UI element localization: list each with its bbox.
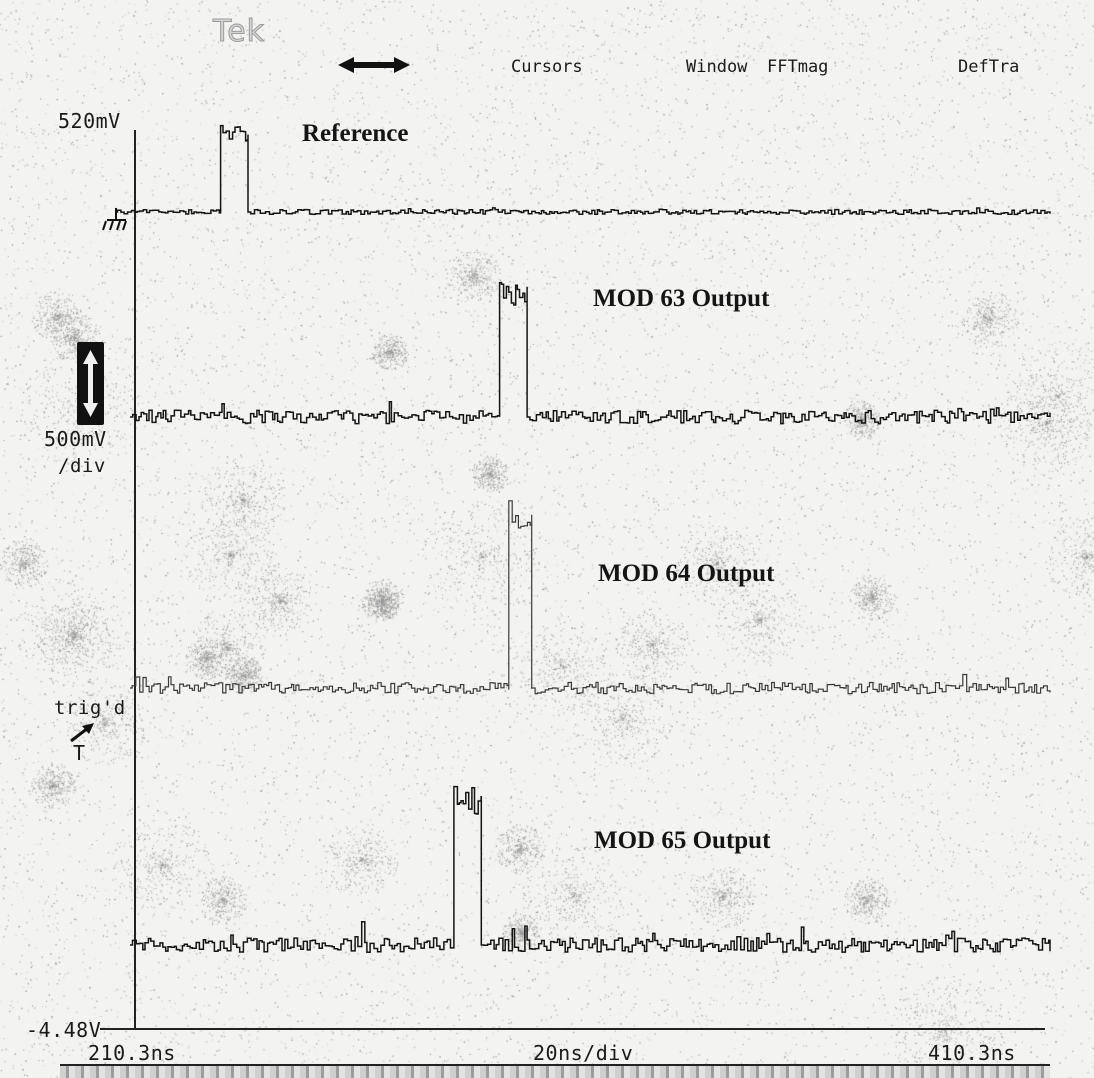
time-start-readout: 210.3ns (88, 1041, 176, 1065)
trace-mod65-output (130, 785, 1051, 953)
ground-symbol-icon (102, 208, 127, 231)
menu-cursors[interactable]: Cursors (511, 57, 583, 77)
softkey-strip (60, 1064, 1050, 1078)
scale-unit-readout: /div (58, 455, 106, 477)
trigger-status-readout: trig'd (54, 697, 126, 719)
bottom-voltage-readout: -4.48V (26, 1018, 102, 1042)
vertical-scale-button[interactable] (77, 342, 104, 425)
top-voltage-readout: 520mV (58, 109, 121, 133)
menu-window[interactable]: Window (686, 57, 748, 77)
time-per-div-readout: 20ns/div (533, 1041, 634, 1065)
trigger-marker: T (73, 741, 86, 765)
scale-value-readout: 500mV (44, 427, 107, 451)
time-end-readout: 410.3ns (928, 1041, 1016, 1065)
label-mod63-output: MOD 63 Output (593, 285, 770, 312)
menu-fftmag[interactable]: FFTmag (767, 57, 829, 77)
label-mod65-output: MOD 65 Output (594, 827, 771, 854)
trigger-arrow-icon (70, 723, 94, 743)
tek-logo: Tek (212, 14, 266, 50)
double-arrow-vertical-icon (83, 350, 98, 417)
trace-group (115, 124, 1051, 953)
double-arrow-horizontal-icon[interactable] (338, 56, 410, 74)
menu-deftra[interactable]: DefTra (958, 57, 1020, 77)
trace-mod63-output (130, 281, 1051, 425)
label-mod64-output: MOD 64 Output (598, 560, 775, 587)
label-reference: Reference (302, 120, 409, 147)
trace-mod64-output (130, 500, 1051, 695)
trace-reference (115, 124, 1051, 216)
